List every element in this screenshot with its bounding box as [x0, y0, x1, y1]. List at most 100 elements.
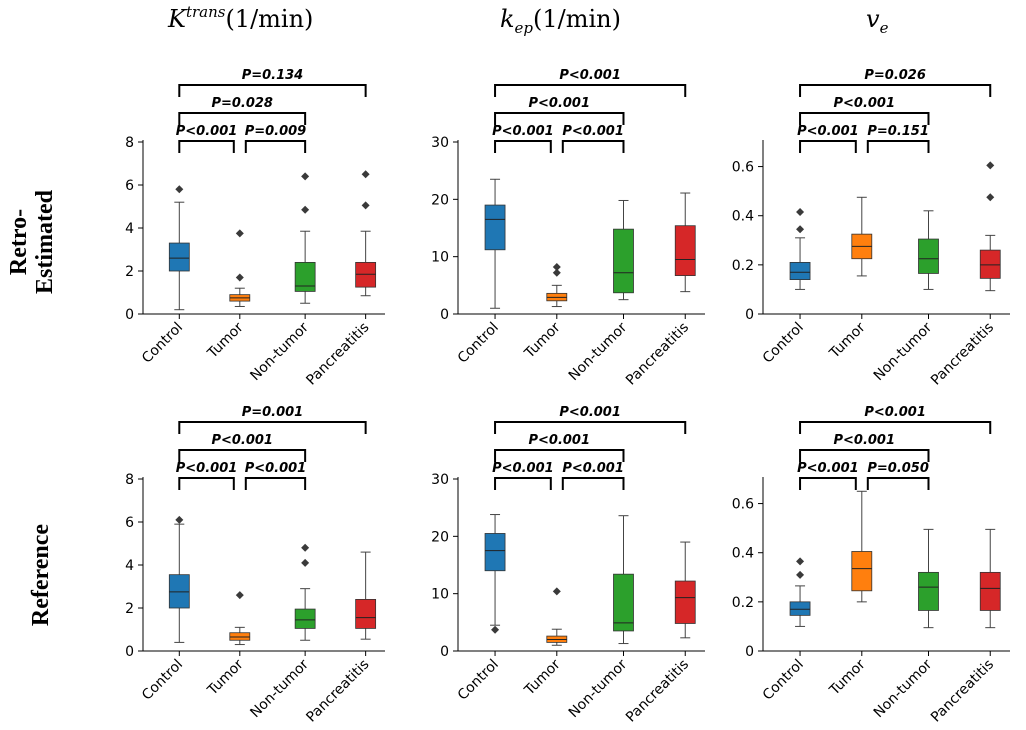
x-tick-label: Pancreatitis	[928, 320, 997, 389]
x-tick-label: Control	[760, 320, 807, 367]
significance-bracket	[799, 140, 857, 153]
outlier-point	[175, 515, 184, 524]
p-value-label: P<0.001	[492, 461, 554, 476]
y-tick-label: 0.6	[732, 497, 754, 513]
p-value-label: P=0.009	[245, 124, 307, 139]
x-tick-label: Pancreatitis	[303, 320, 372, 389]
p-value-label: P<0.001	[562, 124, 624, 139]
x-tick-label: Tumor	[204, 656, 247, 699]
box-non-tumor	[918, 238, 939, 274]
y-tick-label: 8	[125, 135, 134, 151]
box-control	[789, 261, 811, 280]
panel-2: 0 0.2 0.4 0.6 Control Tumor Non-tumorPancreati…	[732, 68, 1010, 389]
box-tumor	[851, 551, 873, 592]
box-non-tumor	[918, 571, 939, 611]
significance-bracket	[178, 449, 307, 462]
significance-bracket	[494, 112, 625, 125]
box-pancreatitis	[979, 571, 1001, 611]
outlier-point	[361, 170, 370, 179]
y-tick-label: 0	[745, 644, 754, 660]
outlier-point	[796, 557, 805, 566]
column-title-ktrans: Ktrans(1/min)	[167, 3, 313, 33]
svg-text:Ktrans(1/min): Ktrans(1/min)	[167, 3, 313, 33]
panel-4: 0 10 20 30 Control Tumor Non-tumorPancreatitis…	[431, 405, 705, 726]
y-tick-label: 8	[125, 472, 134, 488]
box-pancreatitis	[355, 261, 377, 288]
significance-bracket	[178, 140, 235, 153]
x-tick-label: Non-tumor	[247, 656, 312, 721]
significance-bracket	[799, 84, 992, 97]
y-tick-label: 0.2	[732, 258, 754, 274]
outlier-point	[235, 273, 244, 282]
significance-bracket	[561, 477, 625, 490]
outlier-point	[552, 268, 561, 277]
x-tick-label: Pancreatitis	[928, 657, 997, 726]
outlier-point	[175, 185, 184, 194]
x-tick-label: Tumor	[204, 319, 247, 362]
box-control	[484, 204, 506, 251]
x-tick-label: Control	[455, 320, 502, 367]
outlier-point	[301, 205, 310, 214]
significance-bracket	[178, 84, 367, 97]
significance-bracket	[244, 140, 307, 153]
p-value-label: P=0.026	[864, 68, 926, 83]
x-tick-label: Non-tumor	[566, 319, 631, 384]
outlier-point	[796, 208, 805, 217]
significance-bracket	[178, 477, 235, 490]
x-tick-label: Control	[455, 657, 502, 704]
box-non-tumor	[294, 608, 316, 629]
x-tick-label: Tumor	[826, 319, 869, 362]
significance-bracket	[494, 449, 625, 462]
y-tick-label: 20	[431, 192, 449, 208]
column-title-ve: ve	[866, 5, 889, 37]
y-tick-label: 0	[745, 307, 754, 323]
p-value-label: P<0.001	[245, 461, 307, 476]
outlier-point	[796, 225, 805, 234]
significance-bracket	[799, 477, 857, 490]
p-value-label: P<0.001	[211, 433, 273, 448]
p-value-label: P<0.001	[176, 124, 238, 139]
p-value-label: P<0.001	[559, 68, 621, 83]
x-tick-label: Non-tumor	[247, 319, 312, 384]
box-tumor	[229, 632, 251, 641]
box-control	[789, 601, 811, 616]
y-tick-label: 2	[125, 601, 134, 617]
y-tick-label: 20	[431, 529, 449, 545]
p-value-label: P<0.001	[562, 461, 624, 476]
box-control	[168, 574, 190, 609]
outlier-point	[796, 570, 805, 579]
p-value-label: P=0.050	[867, 461, 929, 476]
y-tick-label: 2	[125, 264, 134, 280]
p-value-label: P<0.001	[797, 124, 859, 139]
significance-bracket	[494, 140, 552, 153]
outlier-point	[301, 558, 310, 567]
p-value-label: P=0.134	[242, 68, 304, 83]
significance-bracket	[561, 140, 625, 153]
svg-text:Retro-: Retro-	[6, 209, 32, 275]
y-tick-label: 0	[440, 307, 449, 323]
significance-bracket	[799, 421, 992, 434]
p-value-label: P<0.001	[797, 461, 859, 476]
y-tick-label: 0.4	[732, 209, 754, 225]
box-non-tumor	[613, 228, 634, 294]
x-tick-label: Tumor	[521, 656, 564, 699]
y-tick-label: 0.2	[732, 595, 754, 611]
outlier-point	[986, 193, 995, 202]
x-tick-label: Pancreatitis	[303, 657, 372, 726]
p-value-label: P=0.028	[211, 96, 273, 111]
x-tick-label: Non-tumor	[871, 656, 936, 721]
p-value-label: P<0.001	[528, 433, 590, 448]
svg-text:Estimated: Estimated	[32, 189, 58, 294]
box-non-tumor	[613, 573, 634, 632]
panel-1: 0 10 20 30 Control Tumor Non-tumorPancreatitis…	[431, 68, 705, 389]
x-tick-label: Control	[139, 657, 186, 704]
y-tick-label: 0	[125, 307, 134, 323]
svg-text:ve: ve	[866, 5, 889, 37]
outlier-point	[235, 229, 244, 238]
significance-bracket	[494, 477, 552, 490]
p-value-label: P=0.151	[867, 124, 929, 139]
p-value-label: P<0.001	[176, 461, 238, 476]
row-label-retro-estimated: Retro- Estimated	[6, 189, 58, 294]
